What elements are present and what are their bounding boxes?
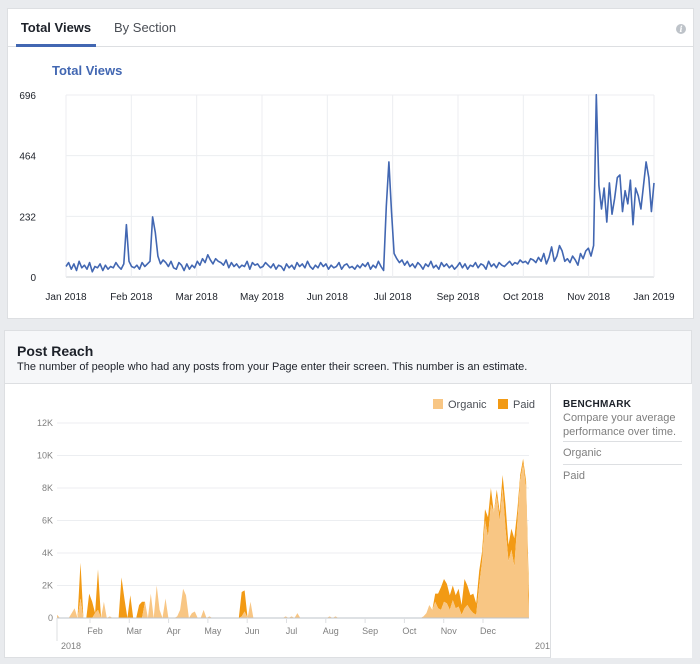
y-tick-label: 12K [37,418,53,428]
legend-label-organic: Organic [448,399,487,411]
y-tick-label: 232 [19,212,36,223]
legend-label-paid: Paid [513,399,536,411]
year-label: 2018 [61,641,81,651]
benchmark-title: BENCHMARK [563,399,632,410]
total-views-line [65,93,655,273]
x-tick-label: Jul 2018 [374,292,412,303]
x-tick-label: Feb 2018 [110,292,153,303]
x-tick-label: Jul [286,626,298,636]
x-tick-label: Nov [441,626,458,636]
total-views-chart: 0 232 464 696 Jan 2018 Feb 2018 Mar 2018 May 20… [19,91,675,303]
post-reach-subtitle: The number of people who had any posts f… [17,361,528,373]
y-tick-label: 6K [42,516,53,526]
x-tick-label: Sep [362,626,378,636]
x-tick-label: Jun 2018 [307,292,349,303]
tab-bar: Total Views By Section i [8,9,693,47]
x-tick-label: Sep 2018 [437,292,480,303]
y-tick-label: 8K [42,483,53,493]
x-tick-label: Aug [323,626,339,636]
benchmark-description: Compare your average performance over ti… [563,412,677,438]
organic-area [57,463,529,618]
y-tick-label: 2K [42,581,53,591]
x-tick-label: Feb [87,626,103,636]
year-label: 201 [535,641,550,651]
x-tick-label: Nov 2018 [567,292,610,303]
x-tick-label: Dec [480,626,497,636]
benchmark-item-organic[interactable]: Organic [563,441,682,463]
y-tick-label: 10K [37,451,53,461]
legend-item-paid[interactable]: Paid [498,399,535,411]
x-tick-label: May 2018 [240,292,284,303]
legend-item-organic[interactable]: Organic [433,399,487,411]
tab-total-views[interactable]: Total Views [16,9,96,47]
benchmark-item-paid[interactable]: Paid [563,464,682,486]
x-tick-label: Mar [127,626,143,636]
tab-by-section[interactable]: By Section [114,20,177,35]
post-reach-chart: 0 2K 4K 6K 8K 10K 12K Feb Mar Apr May Jun Jul Aug Sep O… [37,418,550,651]
x-tick-label: Oct [402,626,417,636]
total-views-chart-title: Total Views [52,63,123,78]
legend-swatch-organic [433,399,443,409]
y-tick-label: 464 [19,152,36,163]
y-tick-label: 4K [42,548,53,558]
x-tick-label: Mar 2018 [176,292,219,303]
legend-swatch-paid [498,399,508,409]
x-tick-label: May [204,626,222,636]
x-tick-label: Jan 2018 [45,292,87,303]
benchmark-panel: BENCHMARK Compare your average performan… [550,384,692,658]
x-tick-label: Jan 2019 [633,292,675,303]
x-tick-label: Oct 2018 [503,292,544,303]
post-reach-card: Post Reach The number of people who had … [4,330,692,658]
y-tick-label: 0 [48,613,53,623]
y-tick-label: 696 [19,91,36,102]
post-reach-title: Post Reach [17,343,94,359]
post-reach-header: Post Reach The number of people who had … [5,331,691,384]
paid-area [57,458,529,618]
y-tick-label: 0 [30,273,36,284]
x-tick-label: Jun [245,626,260,636]
total-views-card: Total Views By Section i Total Views 0 23… [7,8,694,319]
info-icon[interactable]: i [676,24,686,34]
x-tick-label: Apr [167,626,181,636]
